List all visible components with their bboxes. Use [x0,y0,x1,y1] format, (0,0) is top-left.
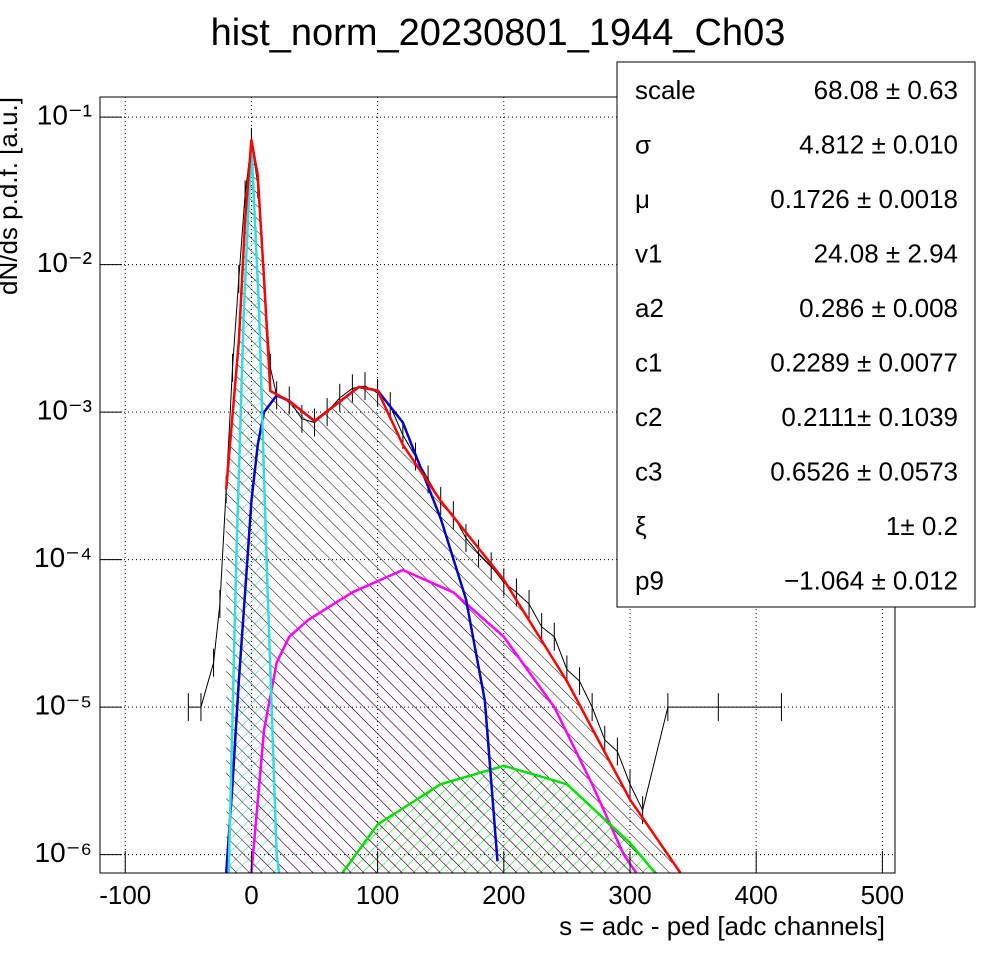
stats-name: c1 [635,347,662,377]
stats-name: p9 [635,565,664,595]
fit-curve [250,568,638,873]
x-tick-label: 0 [244,880,258,910]
x-tick-label: -100 [99,880,151,910]
y-tick-label: 10⁻⁴ [34,542,92,573]
stats-name: v1 [635,238,662,268]
x-tick-label: 400 [734,880,777,910]
x-tick-label: 100 [356,880,399,910]
stats-name: a2 [635,293,664,323]
x-tick-label: 300 [608,880,651,910]
chart-title: hist_norm_20230801_1944_Ch03 [211,12,786,54]
fit-curve [227,143,281,873]
histogram-line [188,141,782,812]
y-tick-label: 10⁻⁵ [34,689,92,720]
stats-value: 0.2289 ± 0.0077 [770,347,958,377]
stats-frame [616,61,976,608]
stats-name: c2 [635,402,662,432]
fit-curve [341,764,657,873]
y-axis-label: dN/ds p.d.f. [a.u.] [0,97,23,295]
hatch-area [226,140,681,873]
stats-value: 1± 0.2 [886,511,958,541]
stats-value: 0.1726 ± 0.0018 [770,184,958,214]
stats-value: 0.286 ± 0.008 [799,293,958,323]
stats-name: σ [635,129,651,159]
x-tick-label: 200 [482,880,525,910]
stats-value: 0.2111± 0.1039 [781,402,958,432]
y-tick-label: 10⁻¹ [37,100,92,131]
x-axis-label: s = adc - ped [adc channels] [559,911,885,941]
y-tick-label: 10⁻² [37,247,92,278]
stats-name: c3 [635,456,662,486]
stats-value: 68.08 ± 0.63 [814,75,958,105]
stats-box: scale 68.08 ± 0.63 σ 4.812 ± 0.010 μ 0.1726 ±… [616,61,976,608]
stats-name: μ [635,184,650,214]
stats-name: scale [635,75,696,105]
y-tick-label: 10⁻³ [37,395,92,426]
x-tick-label: 500 [861,880,904,910]
stats-value: 4.812 ± 0.010 [799,129,958,159]
stats-value: 0.6526 ± 0.0573 [770,456,958,486]
fit-curve [224,138,682,873]
stats-value: −1.064 ± 0.012 [784,565,958,595]
y-tick-label: 10⁻⁶ [35,837,92,868]
stats-name: ξ [635,511,647,541]
stats-value: 24.08 ± 2.94 [814,238,958,268]
